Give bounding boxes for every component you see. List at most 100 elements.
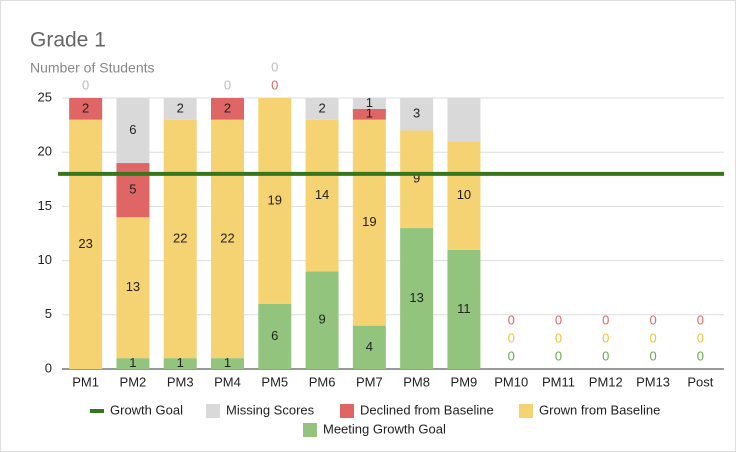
- bar-segment: [163, 119, 197, 359]
- bar-segment: [116, 358, 150, 369]
- data-label: 1: [366, 106, 373, 121]
- data-label: 13: [126, 279, 140, 294]
- bar-segment: [447, 249, 481, 369]
- data-label: 0: [224, 77, 231, 92]
- bar-segment: [116, 217, 150, 359]
- x-tick-label: PM8: [403, 374, 430, 389]
- data-label: 10: [457, 187, 471, 202]
- data-label: 1: [366, 95, 373, 110]
- data-label: 9: [318, 312, 325, 327]
- data-label: 22: [173, 230, 187, 245]
- bar-segment: [211, 358, 244, 369]
- y-tick-label: 25: [38, 89, 52, 104]
- data-label: 9: [413, 171, 420, 186]
- bar-segment: [352, 325, 386, 369]
- data-label: 0: [697, 330, 704, 345]
- data-label: 0: [555, 330, 562, 345]
- x-tick-label: PM9: [451, 374, 478, 389]
- bar-segment: [69, 119, 103, 370]
- data-label: 2: [318, 100, 325, 115]
- data-label: 1: [177, 355, 184, 370]
- data-label: 6: [271, 328, 278, 343]
- data-label: 0: [82, 77, 89, 92]
- legend-swatch: [303, 423, 317, 437]
- x-tick-label: PM5: [261, 374, 288, 389]
- bar-segment: [400, 98, 434, 131]
- chart-subtitle: Number of Students: [30, 60, 155, 76]
- bar-segment: [305, 98, 339, 120]
- legend-label: Missing Scores: [226, 402, 315, 417]
- bar-segment: [305, 271, 339, 369]
- data-label: 2: [82, 100, 89, 115]
- data-label: 23: [78, 236, 92, 251]
- legend-label: Meeting Growth Goal: [323, 421, 446, 436]
- x-tick-label: Post: [687, 374, 713, 389]
- data-label: 0: [555, 348, 562, 363]
- data-label: 0: [508, 330, 515, 345]
- data-label: 1: [224, 355, 231, 370]
- bar-segment: [352, 108, 386, 120]
- y-tick-label: 0: [45, 360, 52, 375]
- legend-label: Growth Goal: [110, 402, 183, 417]
- bar-segment: [211, 98, 244, 120]
- legend-label: Grown from Baseline: [539, 402, 660, 417]
- bar-segment: [352, 98, 386, 109]
- y-tick-label: 10: [38, 252, 52, 267]
- x-tick-label: PM1: [72, 374, 99, 389]
- data-label: 19: [362, 214, 376, 229]
- data-label: 14: [315, 187, 329, 202]
- x-tick-label: PM12: [589, 374, 623, 389]
- y-tick-label: 15: [38, 198, 52, 213]
- data-label: 1: [129, 355, 136, 370]
- x-tick-label: PM11: [542, 374, 575, 389]
- data-label: 0: [649, 348, 656, 363]
- x-tick-label: PM2: [120, 374, 147, 389]
- x-tick-label: PM13: [636, 374, 670, 389]
- data-label: 0: [555, 312, 562, 327]
- bar-segment: [116, 98, 150, 164]
- x-tick-label: PM7: [356, 374, 383, 389]
- data-label: 0: [649, 312, 656, 327]
- data-label: 3: [413, 106, 420, 121]
- x-tick-label: PM6: [309, 374, 336, 389]
- data-label: 4: [366, 339, 373, 354]
- data-label: 0: [697, 312, 704, 327]
- y-tick-label: 20: [38, 144, 52, 159]
- bar-segment: [447, 98, 481, 142]
- bar-segment: [447, 141, 481, 250]
- data-label: 13: [409, 290, 423, 305]
- bar-segment: [69, 98, 103, 120]
- data-label: 22: [220, 230, 234, 245]
- legend-swatch: [519, 404, 533, 418]
- data-label: 5: [129, 182, 136, 197]
- y-tick-label: 5: [45, 306, 52, 321]
- x-tick-label: PM3: [167, 374, 194, 389]
- data-label: 0: [602, 330, 609, 345]
- bar-segment: [305, 119, 339, 272]
- bar-segment: [400, 130, 434, 229]
- legend-swatch: [340, 404, 354, 418]
- data-label: 0: [271, 59, 278, 74]
- data-label: 0: [602, 312, 609, 327]
- data-label: 0: [508, 348, 515, 363]
- legend-swatch: [206, 404, 220, 418]
- bar-segment: [258, 303, 292, 369]
- bar-segment: [163, 358, 197, 369]
- x-tick-label: PM10: [494, 374, 528, 389]
- bar-segment: [211, 119, 244, 359]
- data-label: 0: [602, 348, 609, 363]
- data-label: 11: [457, 301, 471, 316]
- legend-label: Declined from Baseline: [360, 402, 494, 417]
- chart-title: Grade 1: [30, 29, 106, 52]
- data-label: 0: [271, 77, 278, 92]
- x-tick-label: PM4: [214, 374, 241, 389]
- data-label: 0: [508, 312, 515, 327]
- data-label: 0: [697, 348, 704, 363]
- data-label: 19: [268, 192, 282, 207]
- bar-segment: [400, 228, 434, 369]
- bar-segment: [258, 98, 292, 304]
- data-label: 2: [224, 100, 231, 115]
- data-label: 6: [129, 122, 136, 137]
- bar-segment: [352, 119, 386, 326]
